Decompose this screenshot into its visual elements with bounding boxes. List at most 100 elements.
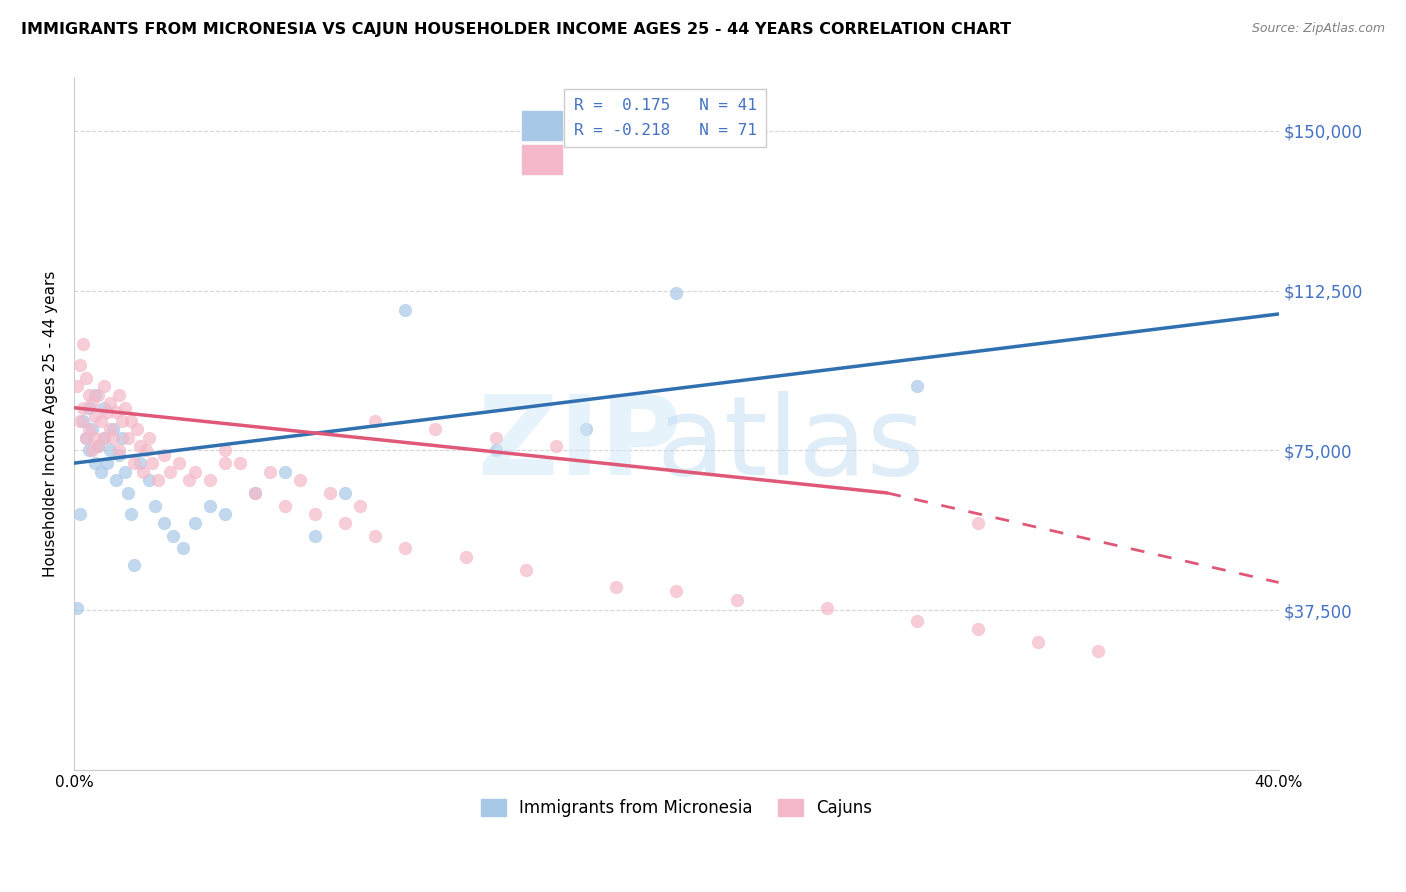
Point bbox=[905, 614, 928, 628]
Point bbox=[103, 431, 125, 445]
Point bbox=[132, 465, 155, 479]
Point bbox=[138, 473, 160, 487]
Point bbox=[84, 388, 107, 402]
Text: atlas: atlas bbox=[657, 391, 925, 498]
Point bbox=[108, 388, 131, 402]
Point bbox=[228, 456, 250, 470]
Text: Source: ZipAtlas.com: Source: ZipAtlas.com bbox=[1251, 22, 1385, 36]
Point bbox=[169, 456, 191, 470]
Y-axis label: Householder Income Ages 25 - 44 years: Householder Income Ages 25 - 44 years bbox=[44, 270, 58, 577]
Point bbox=[127, 422, 149, 436]
Point bbox=[93, 401, 115, 415]
Point bbox=[105, 473, 128, 487]
Point bbox=[87, 439, 110, 453]
Point bbox=[75, 371, 97, 385]
Point bbox=[103, 422, 125, 436]
Point bbox=[129, 456, 152, 470]
Point bbox=[333, 516, 356, 530]
Point bbox=[394, 541, 416, 556]
Point bbox=[966, 623, 988, 637]
Point bbox=[243, 486, 266, 500]
Point bbox=[198, 473, 221, 487]
Text: ZIP: ZIP bbox=[478, 391, 682, 498]
FancyBboxPatch shape bbox=[522, 111, 562, 140]
Point bbox=[349, 499, 371, 513]
Point bbox=[214, 443, 236, 458]
Point bbox=[72, 413, 94, 427]
Point bbox=[905, 379, 928, 393]
Point bbox=[153, 516, 176, 530]
Point bbox=[77, 401, 100, 415]
Point bbox=[111, 431, 134, 445]
Point bbox=[1087, 643, 1109, 657]
Point bbox=[129, 439, 152, 453]
Point bbox=[183, 516, 205, 530]
Point bbox=[145, 499, 167, 513]
Point bbox=[605, 580, 627, 594]
Point bbox=[66, 601, 89, 615]
Point bbox=[69, 358, 91, 372]
Point bbox=[84, 431, 107, 445]
Point bbox=[364, 528, 387, 542]
Point bbox=[77, 443, 100, 458]
Point bbox=[333, 486, 356, 500]
Point bbox=[124, 456, 146, 470]
Point bbox=[98, 396, 121, 410]
Point bbox=[82, 396, 104, 410]
Point bbox=[69, 413, 91, 427]
Point bbox=[87, 439, 110, 453]
Point bbox=[159, 465, 181, 479]
Point bbox=[66, 379, 89, 393]
Point bbox=[288, 473, 311, 487]
Legend: Immigrants from Micronesia, Cajuns: Immigrants from Micronesia, Cajuns bbox=[474, 792, 879, 824]
Point bbox=[177, 473, 200, 487]
Point bbox=[259, 465, 281, 479]
Point bbox=[84, 409, 107, 424]
Point bbox=[544, 439, 567, 453]
Point bbox=[148, 473, 170, 487]
Point bbox=[304, 508, 326, 522]
Point bbox=[485, 443, 508, 458]
Point bbox=[82, 422, 104, 436]
Point bbox=[274, 499, 297, 513]
Point bbox=[394, 302, 416, 317]
Point bbox=[105, 405, 128, 419]
Text: R =  0.175   N = 41
R = -0.218   N = 71: R = 0.175 N = 41 R = -0.218 N = 71 bbox=[574, 98, 756, 138]
Point bbox=[183, 465, 205, 479]
Point bbox=[515, 563, 537, 577]
Point bbox=[274, 465, 297, 479]
Point bbox=[114, 465, 136, 479]
Point bbox=[75, 431, 97, 445]
Point bbox=[153, 448, 176, 462]
Point bbox=[72, 401, 94, 415]
Point bbox=[96, 456, 118, 470]
Point bbox=[82, 443, 104, 458]
Point bbox=[117, 486, 139, 500]
Point bbox=[124, 558, 146, 573]
Point bbox=[214, 456, 236, 470]
Text: IMMIGRANTS FROM MICRONESIA VS CAJUN HOUSEHOLDER INCOME AGES 25 - 44 YEARS CORREL: IMMIGRANTS FROM MICRONESIA VS CAJUN HOUS… bbox=[21, 22, 1011, 37]
Point bbox=[93, 379, 115, 393]
Point bbox=[120, 413, 142, 427]
Point bbox=[214, 508, 236, 522]
Point bbox=[117, 431, 139, 445]
Point bbox=[485, 431, 508, 445]
Point bbox=[425, 422, 447, 436]
Point bbox=[84, 456, 107, 470]
Point bbox=[75, 431, 97, 445]
Point bbox=[98, 422, 121, 436]
Point bbox=[120, 508, 142, 522]
Point bbox=[304, 528, 326, 542]
Point bbox=[364, 413, 387, 427]
Point bbox=[90, 465, 112, 479]
Point bbox=[319, 486, 342, 500]
Point bbox=[162, 528, 184, 542]
Point bbox=[966, 516, 988, 530]
Point bbox=[198, 499, 221, 513]
Point bbox=[725, 592, 748, 607]
Point bbox=[87, 388, 110, 402]
Point bbox=[454, 549, 477, 564]
Point bbox=[665, 584, 688, 599]
Point bbox=[69, 508, 91, 522]
Point bbox=[93, 431, 115, 445]
